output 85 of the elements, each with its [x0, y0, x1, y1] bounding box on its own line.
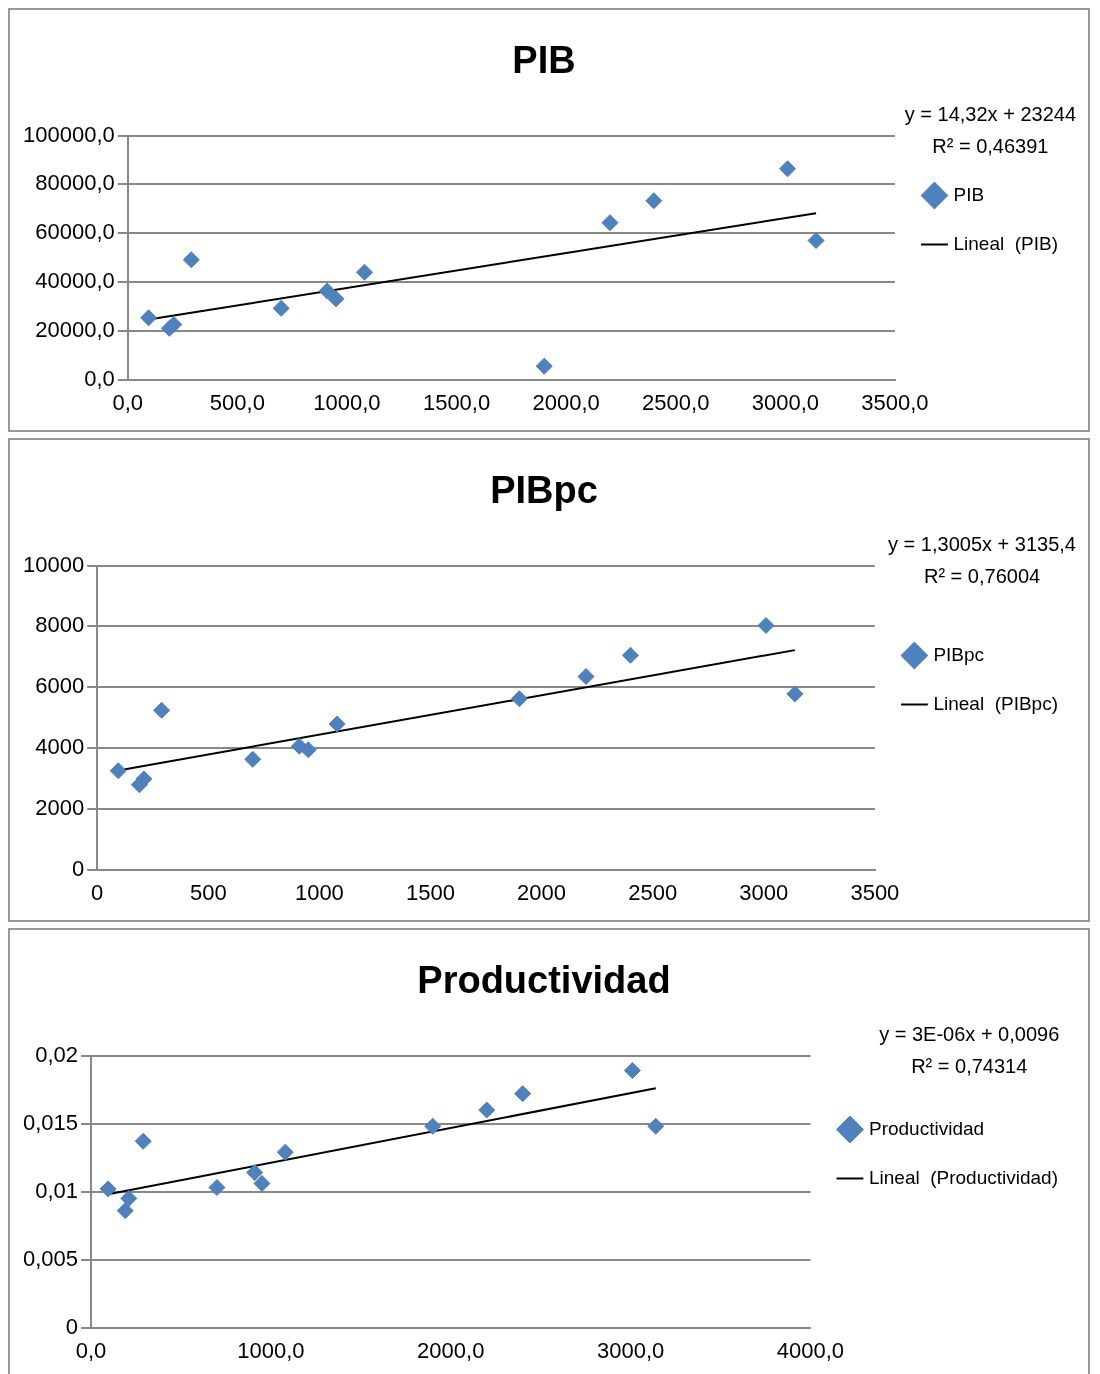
point [276, 1143, 294, 1161]
y-tick-label: 8000 [35, 612, 85, 638]
x-tick-label: 3000,0 [751, 389, 819, 415]
x-tick-label: 0,0 [112, 389, 144, 415]
point [140, 309, 158, 327]
point [807, 232, 825, 250]
chart-title: Productividad [417, 959, 671, 1002]
point [577, 668, 595, 686]
point [246, 1164, 264, 1182]
y-tick-label: 0,0 [84, 365, 115, 391]
point [510, 690, 528, 708]
x-tick-label: 1000 [294, 879, 344, 905]
text: R² = 0,74314 [911, 1055, 1028, 1078]
point [272, 299, 290, 317]
y-tick-label: 0,01 [35, 1177, 79, 1203]
point [116, 1202, 134, 1220]
x-tick-label: 2500 [628, 879, 678, 905]
point [478, 1101, 496, 1119]
y-tick-label: 0,02 [35, 1041, 79, 1067]
legend-label: Lineal (PIB) [953, 232, 1058, 254]
point [244, 750, 262, 768]
x-tick-label: 3500,0 [861, 389, 929, 415]
point [327, 290, 345, 308]
x-tick-label: 500 [189, 879, 227, 905]
y-tick-label: 60000,0 [35, 219, 115, 245]
x-tick-label: 2000,0 [532, 389, 600, 415]
text: y = 1,3005x + 3135,4 [888, 533, 1076, 556]
point [786, 685, 804, 703]
text: R² = 0,76004 [923, 565, 1041, 588]
legend-label: PIBpc [933, 643, 985, 665]
x-tick-label: 1000,0 [237, 1337, 305, 1363]
point [134, 1132, 152, 1150]
point [208, 1179, 226, 1197]
point [109, 762, 127, 780]
text: y = 3E-06x + 0,0096 [879, 1023, 1060, 1046]
point [535, 357, 553, 375]
legend-label: Lineal (PIBpc) [933, 692, 1059, 714]
point [99, 1180, 117, 1198]
point [645, 192, 663, 210]
point [153, 701, 171, 719]
point [779, 160, 797, 178]
x-tick-label: 4000,0 [776, 1337, 845, 1363]
point [514, 1085, 532, 1103]
y-tick-label: 6000 [35, 673, 85, 699]
point [355, 263, 373, 281]
y-tick-label: 100000,0 [22, 121, 115, 147]
point [647, 1117, 665, 1135]
x-tick-label: 500,0 [209, 389, 265, 415]
legend-label: Productividad [868, 1117, 985, 1139]
point [182, 251, 200, 269]
point [623, 1062, 641, 1080]
x-tick-label: 3000 [739, 879, 789, 905]
x-tick-label: 1500,0 [422, 389, 491, 415]
x-tick-label: 3500 [850, 879, 900, 905]
y-tick-label: 0,015 [22, 1109, 79, 1135]
x-tick-label: 2500,0 [642, 389, 710, 415]
point [601, 214, 619, 232]
y-tick-label: 0 [71, 855, 85, 881]
x-tick-label: 2000 [517, 879, 567, 905]
point [757, 616, 775, 634]
text: R² = 0,46391 [932, 135, 1049, 158]
x-tick-label: 3000,0 [596, 1337, 665, 1363]
text: y = 14,32x + 23244 [904, 103, 1076, 126]
legend-label: PIB [953, 183, 985, 205]
chart-title: PIB [512, 39, 576, 82]
y-tick-label: 0,005 [22, 1245, 79, 1271]
y-tick-label: 10000 [22, 551, 85, 577]
y-tick-label: 20000,0 [35, 316, 115, 342]
x-tick-label: 1000,0 [313, 389, 381, 415]
point [424, 1117, 442, 1135]
y-tick-label: 2000 [35, 794, 85, 820]
x-tick-label: 2000,0 [417, 1337, 485, 1363]
y-tick-label: 40000,0 [35, 268, 115, 294]
point [253, 1174, 271, 1192]
y-tick-label: 0 [65, 1313, 79, 1339]
y-tick-label: 4000 [35, 734, 85, 760]
x-tick-label: 1500 [406, 879, 455, 905]
y-tick-label: 80000,0 [35, 170, 115, 196]
point [328, 715, 346, 733]
legend-label: Lineal (Productividad) [868, 1166, 1058, 1188]
point [165, 315, 183, 333]
point [120, 1189, 138, 1207]
point [318, 282, 336, 300]
point [621, 646, 639, 664]
chart-title: PIBpc [490, 469, 598, 512]
